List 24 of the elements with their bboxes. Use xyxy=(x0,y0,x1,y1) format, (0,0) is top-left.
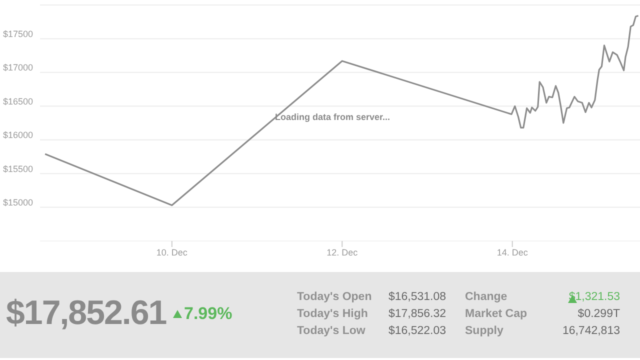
y-tick-label: $16000 xyxy=(2,130,33,140)
y-tick-label: $16500 xyxy=(2,96,33,106)
x-tick-label: 14. Dec xyxy=(496,247,528,258)
text: $1,321.53 xyxy=(568,291,620,303)
y-tick-label: $15500 xyxy=(2,164,33,174)
y-tick-label: $17000 xyxy=(2,62,33,73)
text: Change xyxy=(465,291,508,303)
x-tick-label: 10. Dec xyxy=(156,247,188,258)
text: $16,531.08 xyxy=(388,291,446,303)
text: $16,522.03 xyxy=(388,325,446,337)
text: 7.99% xyxy=(184,304,232,324)
text: 16,742,813 xyxy=(562,325,620,337)
text: Market Cap xyxy=(465,308,527,320)
text: $17,852.61 xyxy=(6,294,166,333)
annotation: Loading data from server... xyxy=(275,112,390,122)
text: Today's Open xyxy=(297,291,372,303)
y-tick-label: $17500 xyxy=(2,28,33,39)
x-tick-label: 12. Dec xyxy=(326,247,358,258)
text: $17,856.32 xyxy=(388,308,446,320)
text: Today's High xyxy=(297,308,368,320)
text: Supply xyxy=(465,325,504,337)
text: Today's Low xyxy=(297,325,366,337)
y-tick-label: $15000 xyxy=(2,197,33,208)
text: $0.299T xyxy=(578,308,620,320)
